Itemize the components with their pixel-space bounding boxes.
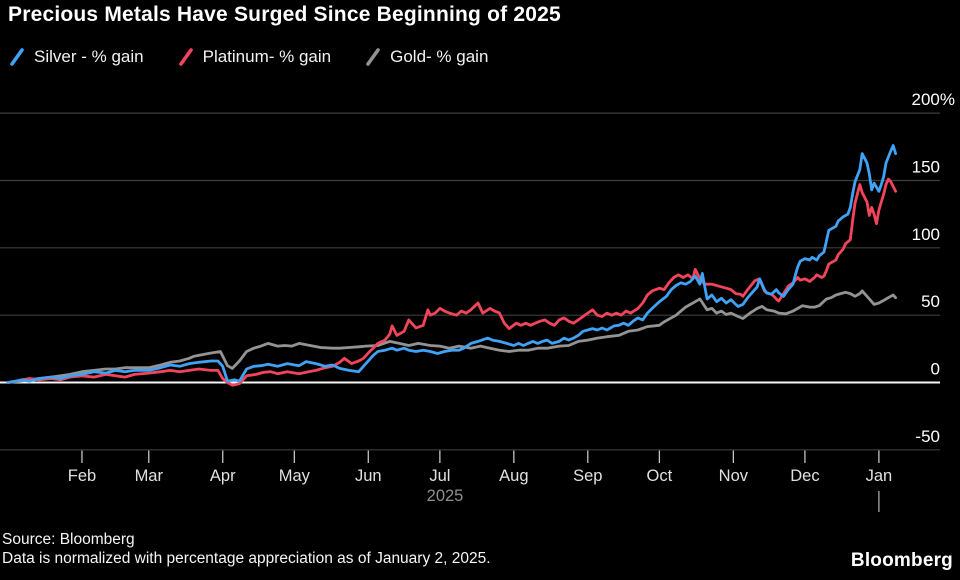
legend-item-silver: Silver - % gain [9, 47, 144, 67]
x-axis-label-aug: Aug [499, 467, 528, 485]
legend-label-platinum: Platinum- % gain [202, 47, 332, 66]
series-line-platinum [6, 177, 897, 387]
x-axis-label-apr: Apr [210, 467, 236, 485]
y-axis-label-100: 100 [912, 225, 940, 244]
y-axis-label-0: 0 [931, 360, 940, 379]
x-axis-label-jul: Jul [429, 467, 450, 485]
x-axis-label-mar: Mar [135, 467, 164, 485]
series-line-gold [6, 289, 897, 384]
chart-legend: Silver - % gain Platinum- % gain Gold- % g… [9, 47, 488, 67]
series-line-silver [6, 144, 897, 384]
chart-title: Precious Metals Have Surged Since Beginn… [8, 3, 561, 26]
y-axis-label-150: 150 [912, 157, 940, 176]
gold-slash-icon [366, 48, 380, 66]
x-axis-label-nov: Nov [719, 467, 749, 485]
platinum-slash-icon [178, 48, 193, 66]
x-axis-label-sep: Sep [573, 467, 602, 485]
legend-label-silver: Silver - % gain [34, 47, 144, 66]
legend-item-gold: Gold- % gain [365, 47, 488, 67]
x-axis-label-jan: Jan [866, 467, 893, 485]
x-axis-label-oct: Oct [647, 467, 673, 485]
x-axis-label-dec: Dec [790, 467, 819, 485]
line-chart: 200% 150 100 50 0 -50 Feb Mar Apr May Jun Jul Aug Sep… [0, 90, 955, 512]
x-axis-label-jun: Jun [355, 467, 382, 485]
y-axis-label-200: 200% [912, 90, 955, 109]
y-axis-label--50: -50 [915, 427, 940, 446]
bloomberg-logo: Bloomberg [850, 550, 953, 571]
legend-label-gold: Gold- % gain [390, 47, 489, 66]
source-text: Source: Bloomberg [2, 531, 135, 548]
note-text: Data is normalized with percentage appre… [2, 550, 491, 567]
x-axis-label-feb: Feb [68, 467, 96, 485]
legend-item-platinum: Platinum- % gain [178, 47, 332, 67]
x-axis-label-may: May [279, 467, 311, 485]
y-axis-label-50: 50 [921, 292, 940, 311]
x-axis-year-label: 2025 [427, 487, 464, 505]
silver-slash-icon [10, 48, 24, 66]
